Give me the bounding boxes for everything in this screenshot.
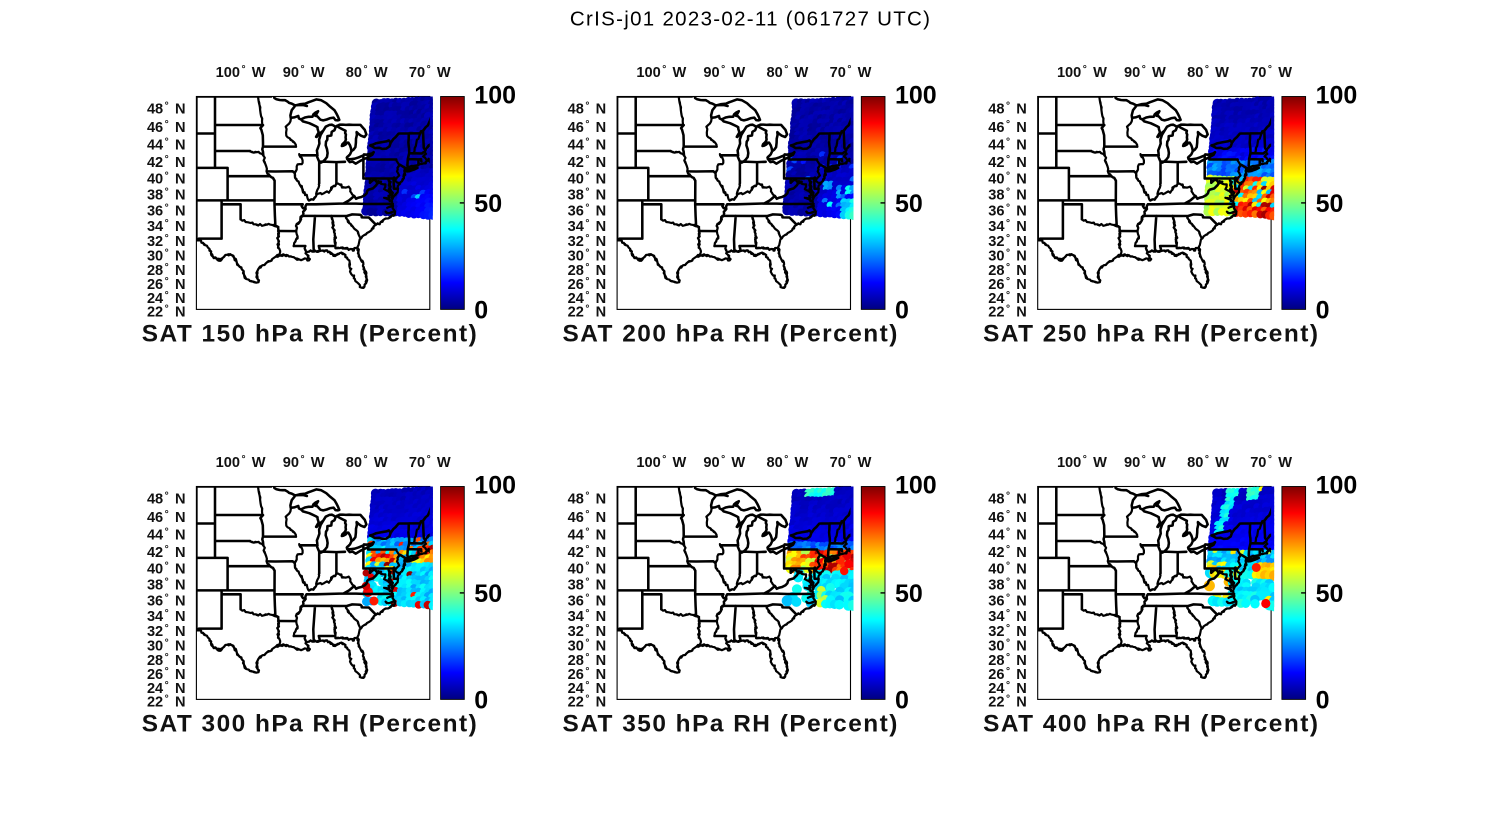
svg-text:SAT 250 hPa RH (Percent): SAT 250 hPa RH (Percent) bbox=[983, 320, 1319, 347]
svg-text:SAT 300 hPa RH (Percent): SAT 300 hPa RH (Percent) bbox=[142, 710, 478, 737]
svg-text:SAT 200 hPa RH (Percent): SAT 200 hPa RH (Percent) bbox=[562, 320, 898, 347]
svg-text:CrIS-j01 2023-02-11 (061727 UT: CrIS-j01 2023-02-11 (061727 UTC) bbox=[570, 8, 931, 31]
svg-text:SAT 350 hPa RH (Percent): SAT 350 hPa RH (Percent) bbox=[562, 710, 898, 737]
svg-text:SAT 150 hPa RH (Percent): SAT 150 hPa RH (Percent) bbox=[142, 320, 478, 347]
svg-text:SAT 400 hPa RH (Percent): SAT 400 hPa RH (Percent) bbox=[983, 710, 1319, 737]
